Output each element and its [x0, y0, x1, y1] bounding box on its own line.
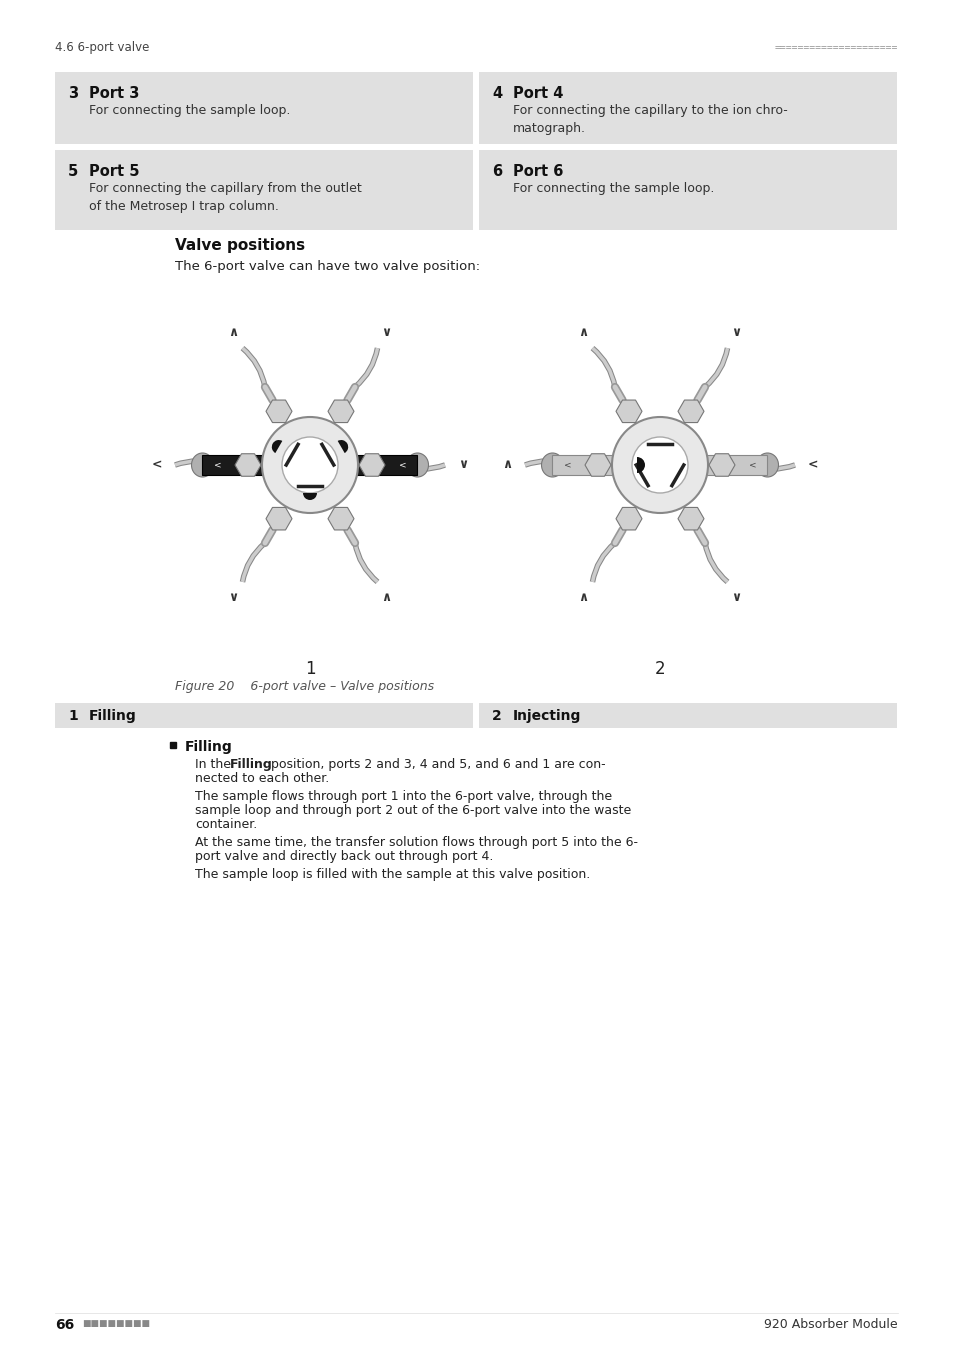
Text: container.: container. — [194, 818, 257, 832]
Text: 66: 66 — [55, 1318, 74, 1332]
Text: <: < — [748, 460, 756, 470]
Text: ■■■■■■■■: ■■■■■■■■ — [82, 1319, 150, 1328]
Text: For connecting the capillary to the ion chro-
matograph.: For connecting the capillary to the ion … — [513, 104, 787, 135]
Text: For connecting the sample loop.: For connecting the sample loop. — [513, 182, 714, 194]
Text: Valve positions: Valve positions — [174, 238, 305, 252]
Bar — [55, 72, 473, 144]
Text: sample loop and through port 2 out of the 6-port valve into the waste: sample loop and through port 2 out of th… — [194, 805, 631, 817]
Text: nected to each other.: nected to each other. — [194, 772, 329, 784]
Text: port valve and directly back out through port 4.: port valve and directly back out through… — [194, 850, 493, 863]
Bar — [202, 455, 417, 475]
Text: The sample flows through port 1 into the 6-port valve, through the: The sample flows through port 1 into the… — [194, 790, 612, 803]
Bar — [478, 72, 896, 144]
Text: <: < — [372, 460, 379, 470]
Text: <: < — [563, 460, 571, 470]
Text: Injecting: Injecting — [513, 709, 580, 724]
Text: 1: 1 — [304, 660, 315, 678]
Text: <: < — [642, 460, 650, 470]
Text: Filling: Filling — [185, 740, 233, 755]
Text: Filling: Filling — [230, 757, 273, 771]
Text: Port 5: Port 5 — [89, 163, 139, 180]
Text: Filling: Filling — [89, 709, 136, 724]
Text: ∧: ∧ — [578, 325, 588, 339]
Text: Port 3: Port 3 — [89, 86, 139, 101]
Bar — [478, 150, 896, 230]
Text: <: < — [398, 460, 406, 470]
Text: In the: In the — [194, 757, 234, 771]
Text: <: < — [213, 460, 221, 470]
Text: <: < — [152, 459, 162, 471]
Text: The sample loop is filled with the sample at this valve position.: The sample loop is filled with the sampl… — [194, 868, 590, 882]
Text: At the same time, the transfer solution flows through port 5 into the 6-: At the same time, the transfer solution … — [194, 836, 638, 849]
Text: Port 6: Port 6 — [513, 163, 563, 180]
Text: ∨: ∨ — [731, 591, 740, 603]
Text: ∨: ∨ — [731, 325, 740, 339]
Text: Port 4: Port 4 — [513, 86, 563, 101]
Text: For connecting the sample loop.: For connecting the sample loop. — [89, 104, 290, 117]
Text: 2: 2 — [492, 709, 501, 724]
Text: <: < — [807, 459, 818, 471]
Wedge shape — [303, 493, 316, 500]
Text: 920 Absorber Module: 920 Absorber Module — [763, 1318, 897, 1331]
Text: <: < — [240, 460, 248, 470]
Bar — [478, 703, 896, 728]
Text: 4.6 6-port valve: 4.6 6-port valve — [55, 42, 150, 54]
Text: <: < — [695, 460, 702, 470]
Text: ∧: ∧ — [228, 325, 238, 339]
Text: <: < — [590, 460, 598, 470]
Text: 3: 3 — [68, 86, 78, 101]
Text: The 6-port valve can have two valve position:: The 6-port valve can have two valve posi… — [174, 261, 479, 273]
Bar — [55, 703, 473, 728]
Circle shape — [612, 417, 707, 513]
Text: 2: 2 — [654, 660, 664, 678]
Text: 5: 5 — [68, 163, 78, 180]
Circle shape — [631, 437, 687, 493]
Text: Figure 20    6-port valve – Valve positions: Figure 20 6-port valve – Valve positions — [174, 680, 434, 693]
Bar — [55, 150, 473, 230]
Text: 4: 4 — [492, 86, 501, 101]
Text: 6: 6 — [492, 163, 501, 180]
Wedge shape — [637, 458, 644, 472]
Text: 1: 1 — [68, 709, 77, 724]
Text: For connecting the capillary from the outlet
of the Metrosep I trap column.: For connecting the capillary from the ou… — [89, 182, 361, 213]
Ellipse shape — [192, 454, 213, 477]
Text: position, ports 2 and 3, 4 and 5, and 6 and 1 are con-: position, ports 2 and 3, 4 and 5, and 6 … — [267, 757, 605, 771]
Text: <: < — [721, 460, 729, 470]
Text: ∧: ∧ — [501, 459, 512, 471]
Wedge shape — [272, 440, 282, 454]
Ellipse shape — [541, 454, 563, 477]
Text: <: < — [616, 460, 623, 470]
Text: =====================: ===================== — [774, 43, 897, 53]
Text: ∨: ∨ — [381, 325, 391, 339]
Circle shape — [282, 437, 337, 493]
Ellipse shape — [756, 454, 778, 477]
Text: ∨: ∨ — [457, 459, 468, 471]
Text: ∧: ∧ — [578, 591, 588, 603]
Text: <: < — [266, 460, 274, 470]
Bar — [552, 455, 767, 475]
Text: <: < — [293, 460, 300, 470]
Ellipse shape — [406, 454, 428, 477]
Text: <: < — [319, 460, 327, 470]
Text: ∧: ∧ — [381, 591, 391, 603]
Text: <: < — [669, 460, 677, 470]
Text: <: < — [346, 460, 353, 470]
Circle shape — [262, 417, 357, 513]
Wedge shape — [337, 440, 348, 454]
Text: ∨: ∨ — [228, 591, 238, 603]
